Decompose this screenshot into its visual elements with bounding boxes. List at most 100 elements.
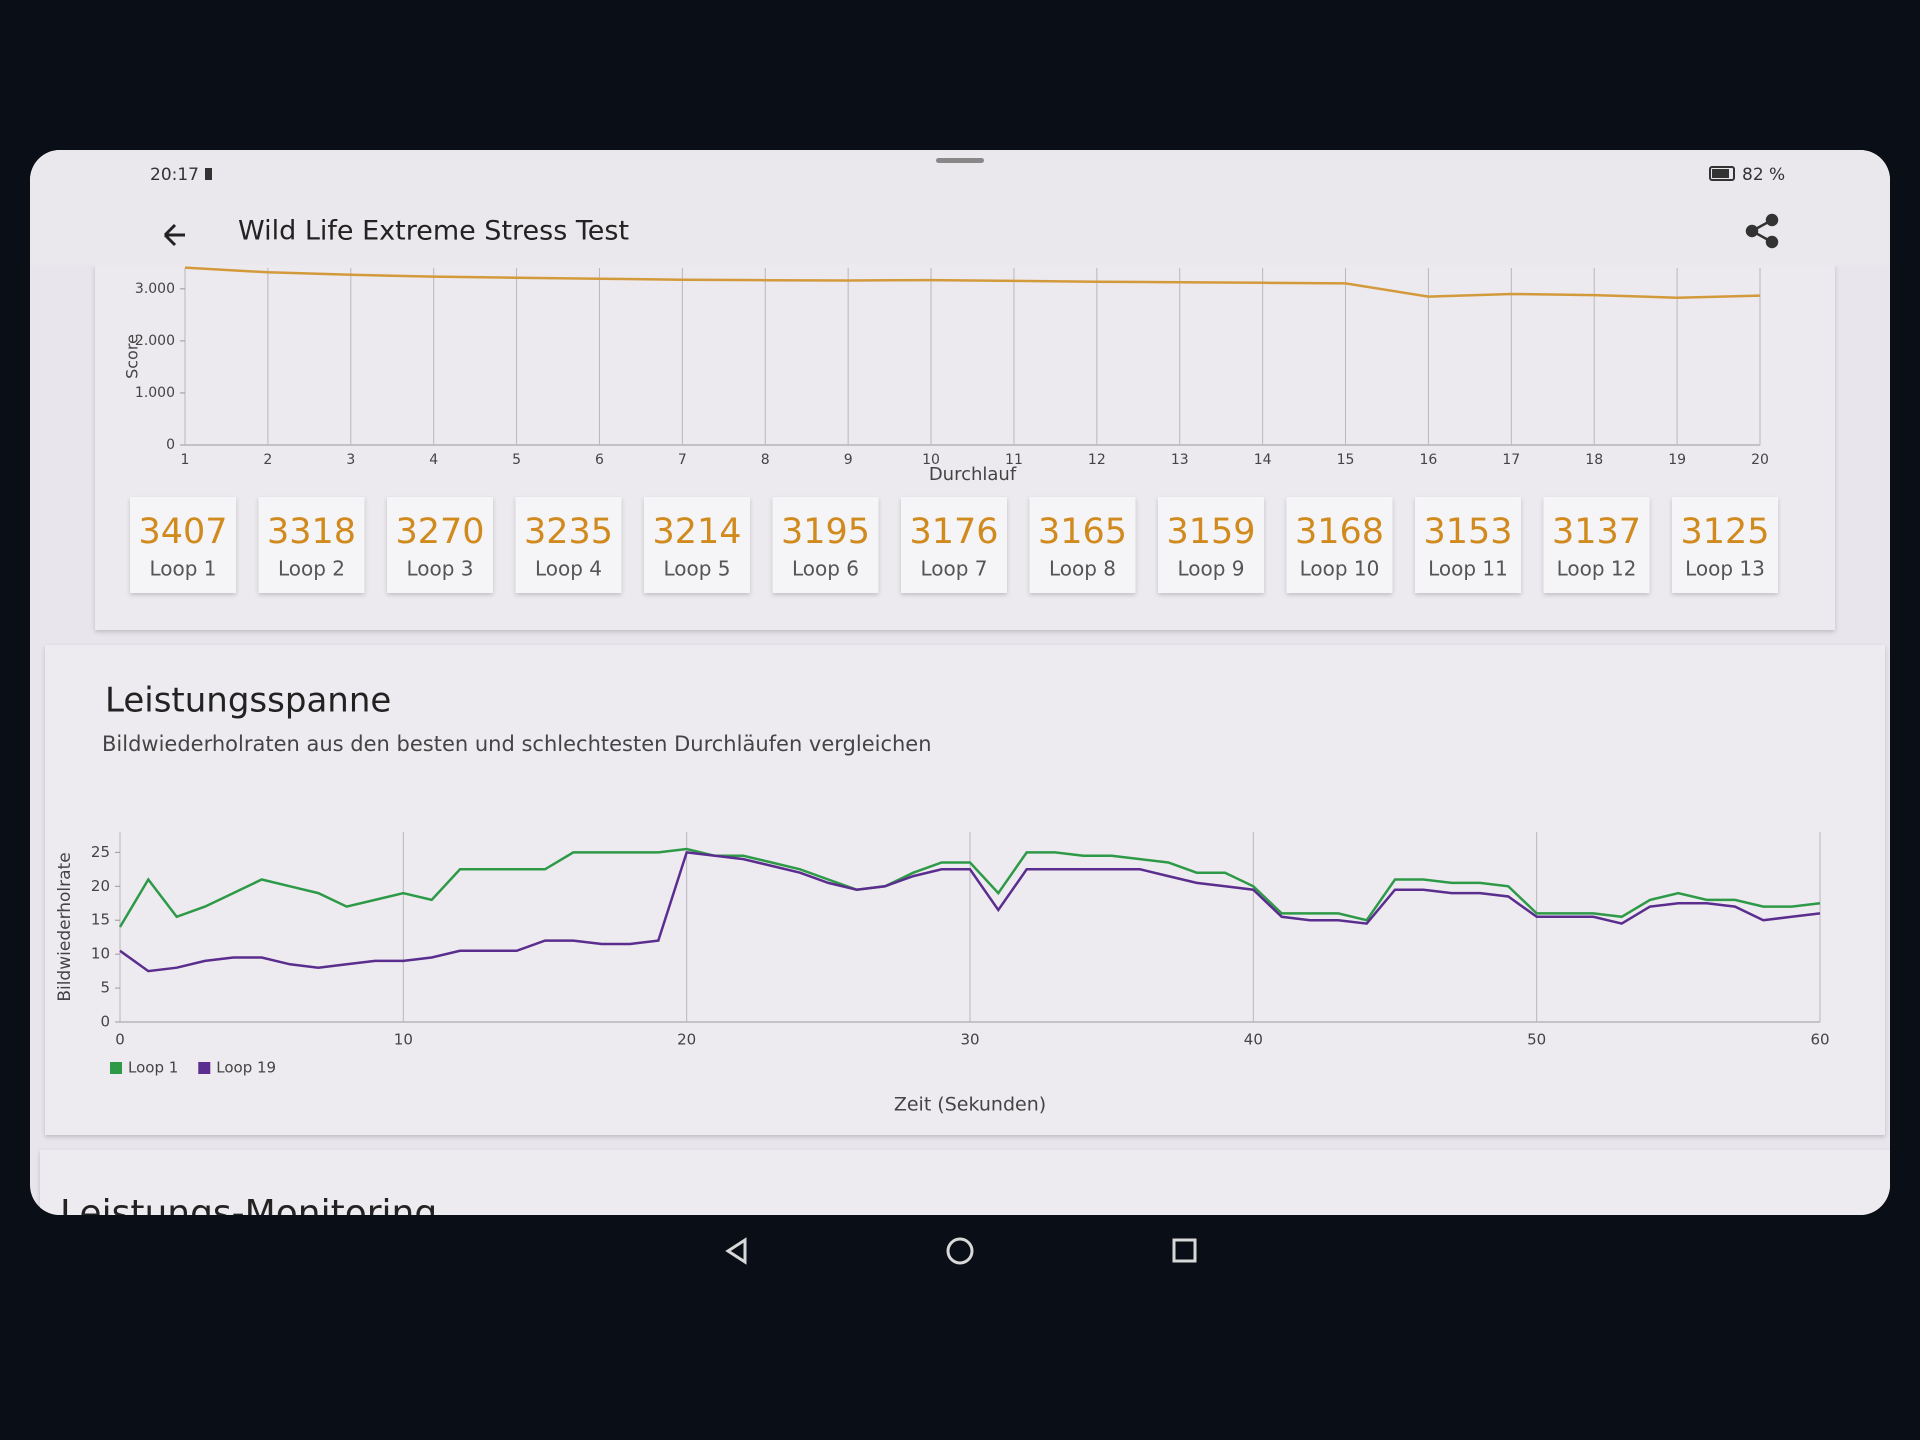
y-tick-label: 15 — [91, 911, 110, 929]
y-axis-label: Score — [123, 334, 142, 379]
y-tick-label: 20 — [91, 877, 110, 895]
score-chart: 1 2 3 4 5 6 7 8 9 10 11 12 13 14 15 16 17 18 19 2001.0002.0… — [123, 266, 1769, 485]
x-tick-label: 8 — [761, 452, 770, 468]
loop-label: Loop 8 — [1049, 557, 1116, 581]
x-tick-label: 2 — [263, 452, 272, 468]
loop-card — [258, 497, 365, 593]
loop-score: 3407 — [138, 512, 227, 552]
loop-score: 3270 — [395, 512, 484, 552]
x-axis-label: Zeit (Sekunden) — [894, 1094, 1046, 1116]
x-tick-label: 14 — [1254, 452, 1272, 468]
x-tick-label: 17 — [1502, 452, 1520, 468]
nav-back[interactable] — [725, 1237, 747, 1265]
monitoring-card — [40, 1150, 1890, 1215]
loop-card — [515, 497, 622, 593]
loop-score: 3153 — [1423, 512, 1512, 552]
loop-card — [1543, 497, 1650, 593]
y-tick-label: 2.000 — [135, 333, 175, 349]
share-button[interactable] — [1745, 213, 1779, 249]
loop-score: 3318 — [267, 512, 356, 552]
x-tick-label: 13 — [1171, 452, 1189, 468]
y-axis-label: Bildwiederholrate — [55, 852, 75, 1001]
y-tick-label: 0 — [166, 437, 175, 453]
section-title: Leistungsspanne — [105, 681, 391, 721]
x-tick-label: 19 — [1668, 452, 1686, 468]
battery-level — [1712, 169, 1729, 178]
x-tick-label: 50 — [1527, 1031, 1546, 1049]
x-tick-label: 20 — [1751, 452, 1769, 468]
loop-label: Loop 10 — [1300, 557, 1380, 581]
data-line — [118, 847, 1821, 928]
loop-card — [130, 497, 236, 593]
y-tick-label: 25 — [91, 843, 110, 861]
app-title: Wild Life Extreme Stress Test — [238, 216, 629, 247]
loop-label: Loop 5 — [663, 557, 730, 581]
section-subtitle: Bildwiederholraten aus den besten und sc… — [102, 732, 932, 756]
loop-score: 3176 — [909, 512, 998, 552]
y-tick-label: 5 — [100, 979, 110, 997]
battery-icon — [1709, 166, 1735, 181]
status-time: 20:17 — [150, 165, 199, 185]
y-tick-label: 3.000 — [135, 281, 175, 297]
x-tick-label: 16 — [1420, 452, 1438, 468]
loop-card — [1415, 497, 1521, 593]
loop-cards: 3407 Loop 1 3318 Loop 2 3270 Loop 3 3235 Loop 4… — [130, 497, 1778, 593]
loop-label: Loop 6 — [792, 557, 859, 581]
loop-score: 3195 — [781, 512, 870, 552]
loop-label: Loop 7 — [920, 557, 987, 581]
loop-score: 3125 — [1680, 512, 1769, 552]
status-icon — [205, 168, 212, 180]
loop-label: Loop 1 — [149, 557, 216, 581]
loop-card — [901, 497, 1007, 593]
back-button[interactable] — [163, 223, 185, 247]
x-tick-label: 12 — [1088, 452, 1106, 468]
x-tick-label: 18 — [1585, 452, 1603, 468]
x-tick-label: 40 — [1244, 1031, 1263, 1049]
x-tick-label: 5 — [512, 452, 521, 468]
x-tick-label: 60 — [1810, 1031, 1829, 1049]
legend-swatch — [110, 1062, 122, 1074]
x-tick-label: 10 — [394, 1031, 413, 1049]
x-tick-label: 10 — [922, 452, 940, 468]
status-battery: 82 % — [1742, 165, 1785, 185]
header — [30, 150, 1890, 265]
legend-swatch — [198, 1062, 211, 1074]
loop-label: Loop 2 — [278, 557, 345, 581]
x-tick-label: 7 — [678, 452, 687, 468]
range-card — [45, 645, 1885, 1135]
x-tick-label: 11 — [1005, 452, 1023, 468]
x-tick-label: 1 — [181, 452, 190, 468]
navigation-bar — [725, 1237, 1197, 1265]
loop-label: Loop 3 — [406, 557, 473, 581]
x-axis-label: Durchlauf — [929, 464, 1017, 485]
loop-label: Loop 11 — [1428, 557, 1508, 581]
loop-score: 3214 — [652, 512, 741, 552]
x-tick-label: 30 — [960, 1031, 979, 1049]
loop-label: Loop 9 — [1177, 557, 1244, 581]
nav-home[interactable] — [946, 1237, 974, 1265]
data-line — [119, 851, 1821, 973]
tablet-screen: 1 2 3 4 5 6 7 8 9 10 11 12 13 14 15 16 17 18 19 2001.0002.0… — [30, 150, 1890, 1215]
loop-card — [644, 497, 750, 593]
legend-label: Loop 19 — [216, 1059, 276, 1077]
drag-handle — [936, 158, 984, 163]
x-tick-label: 6 — [595, 452, 604, 468]
loop-label: Loop 12 — [1557, 557, 1637, 581]
loop-score: 3137 — [1552, 512, 1641, 552]
x-tick-label: 4 — [429, 452, 438, 468]
nav-recents[interactable] — [1172, 1238, 1197, 1263]
loop-card — [1672, 497, 1778, 593]
legend-label: Loop 1 — [128, 1059, 178, 1077]
loop-card — [387, 497, 493, 593]
loop-score: 3159 — [1166, 512, 1255, 552]
x-tick-label: 15 — [1337, 452, 1355, 468]
y-tick-label: 10 — [91, 945, 110, 963]
x-tick-label: 20 — [677, 1031, 696, 1049]
loop-score: 3165 — [1038, 512, 1127, 552]
loop-score: 3168 — [1295, 512, 1384, 552]
x-tick-label: 9 — [844, 452, 853, 468]
loop-card — [1029, 497, 1136, 593]
y-tick-label: 0 — [100, 1013, 110, 1031]
